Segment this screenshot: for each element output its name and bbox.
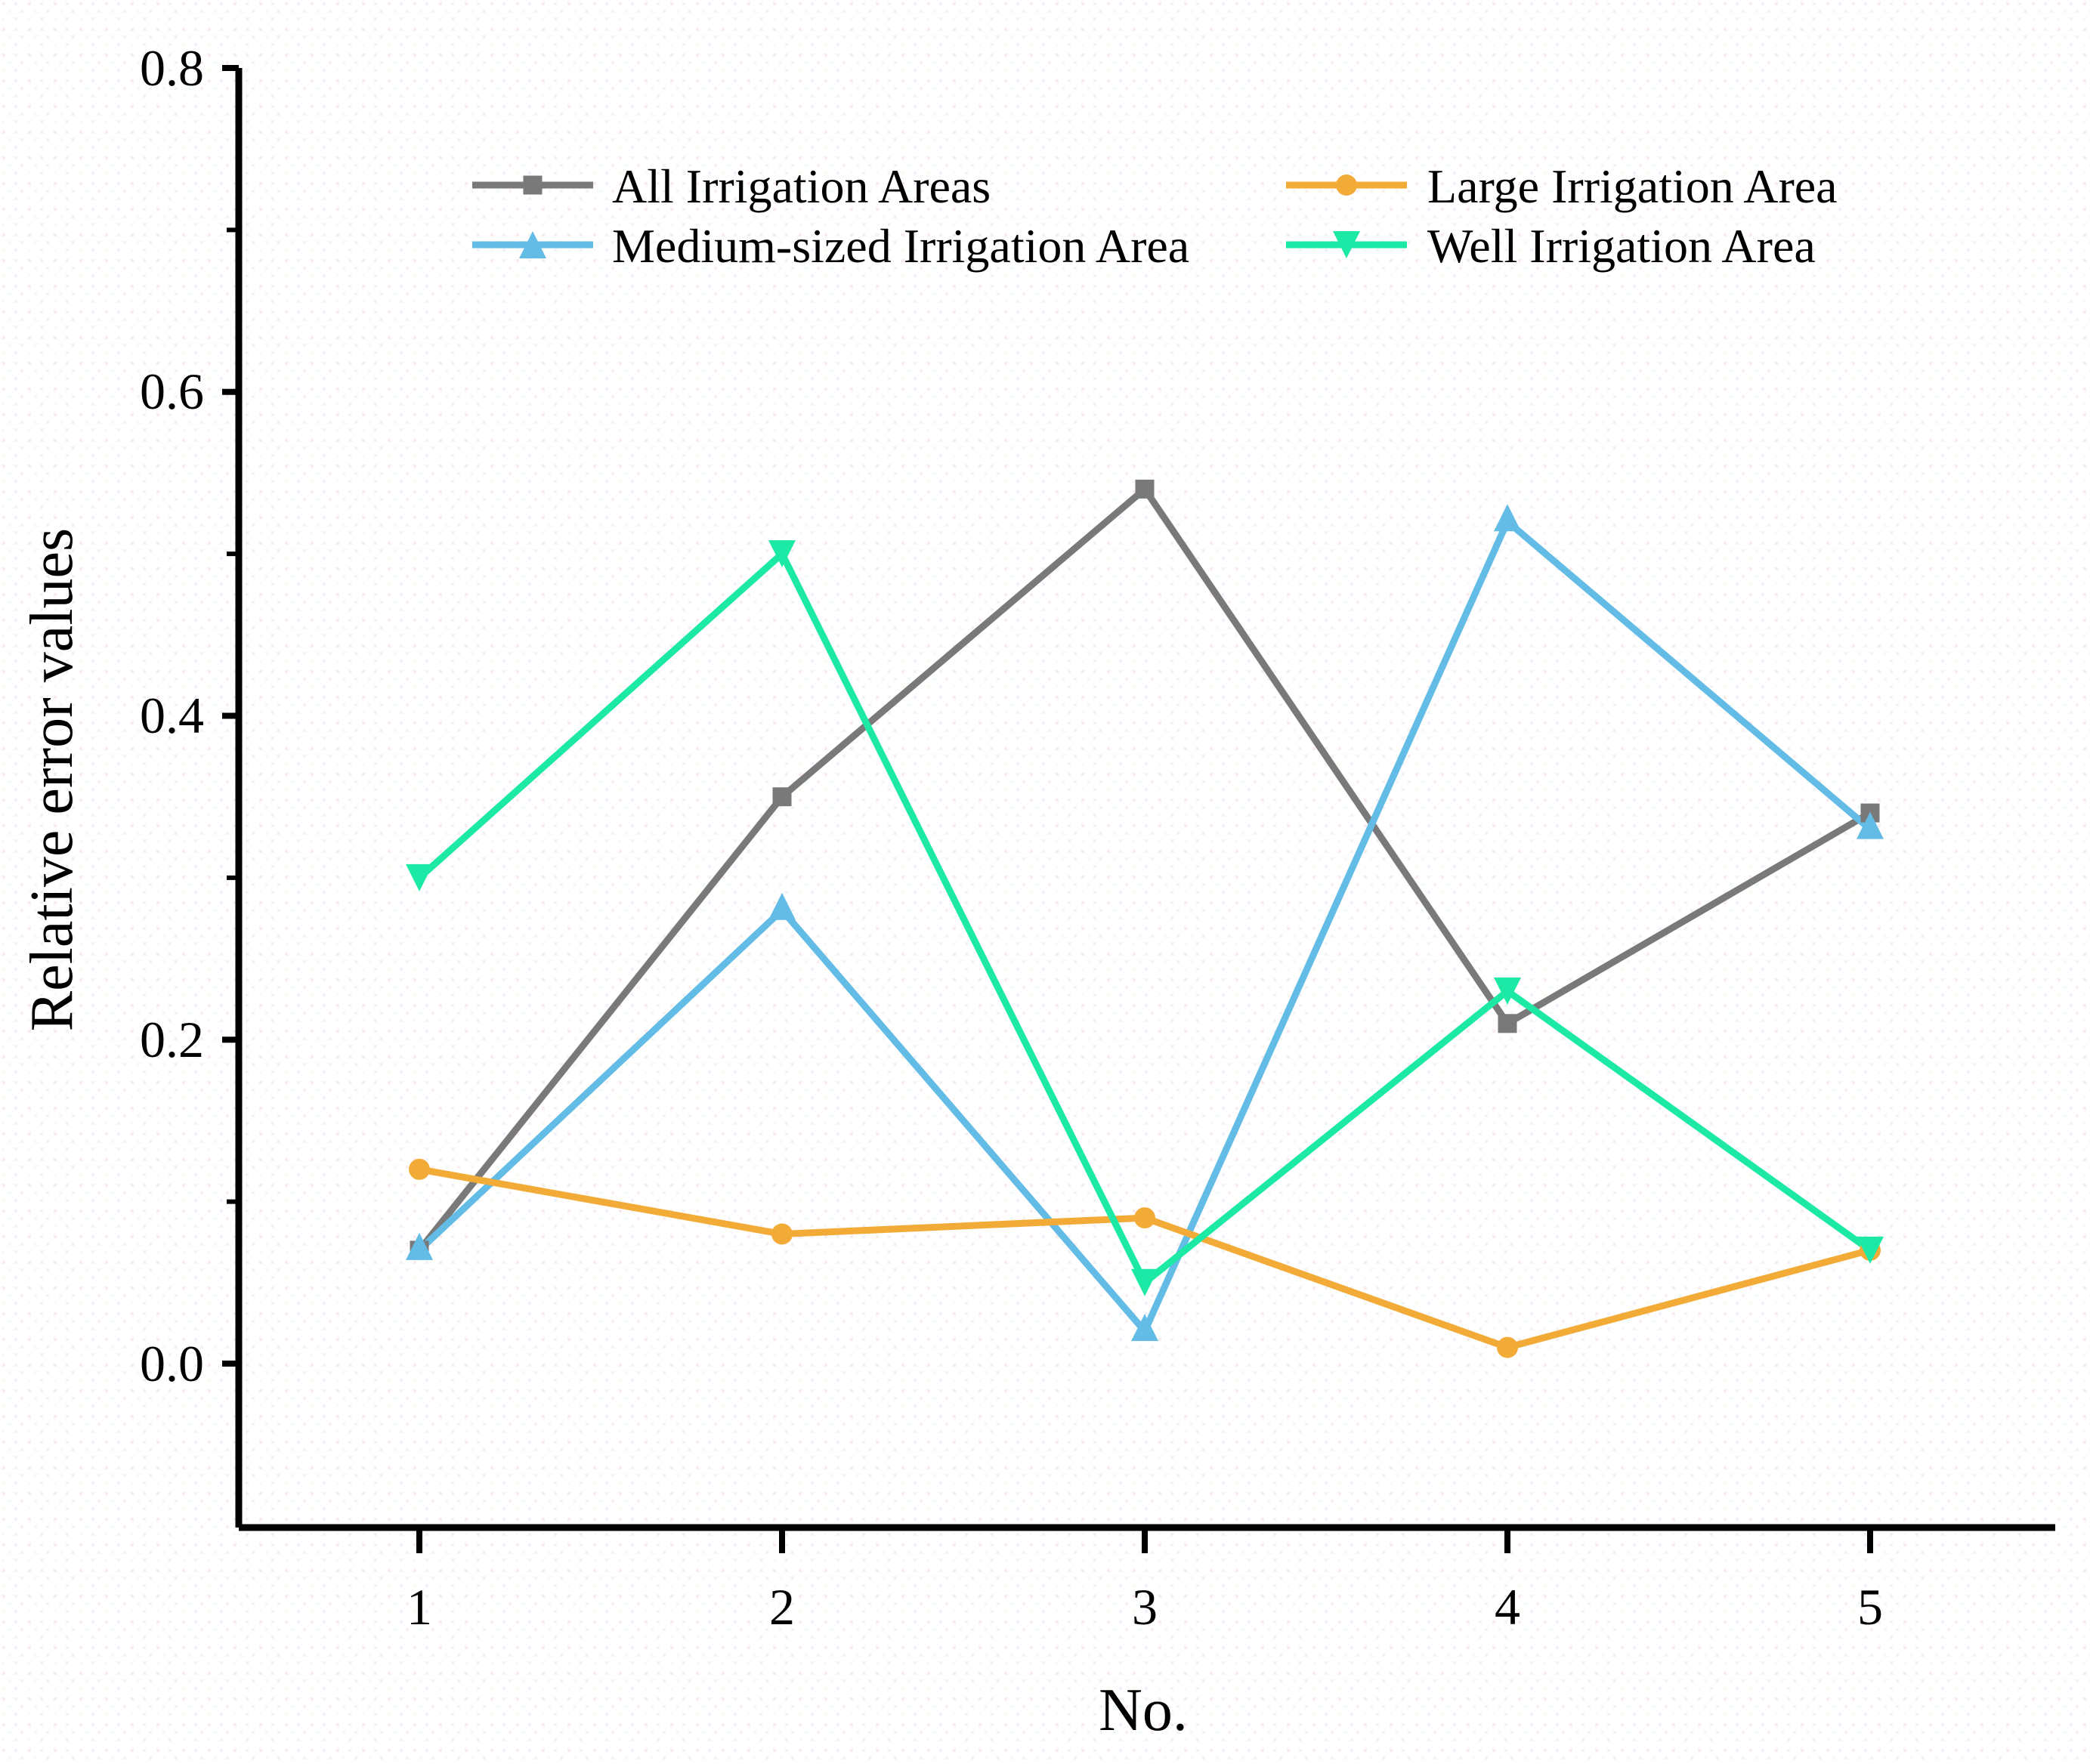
svg-text:Large Irrigation Area: Large Irrigation Area	[1427, 159, 1838, 213]
svg-text:0.8: 0.8	[140, 39, 204, 97]
svg-text:0.2: 0.2	[140, 1011, 204, 1068]
svg-text:All Irrigation Areas: All Irrigation Areas	[612, 159, 991, 213]
svg-text:1: 1	[407, 1578, 432, 1636]
svg-text:Well Irrigation Area: Well Irrigation Area	[1427, 219, 1816, 273]
svg-text:2: 2	[769, 1578, 795, 1636]
svg-text:Relative error values: Relative error values	[19, 528, 85, 1031]
svg-text:Medium-sized Irrigation Area: Medium-sized Irrigation Area	[612, 219, 1189, 273]
svg-text:0.0: 0.0	[140, 1335, 204, 1392]
svg-text:3: 3	[1132, 1578, 1158, 1636]
svg-text:No.: No.	[1099, 1677, 1188, 1744]
svg-text:0.6: 0.6	[140, 363, 204, 420]
svg-text:4: 4	[1495, 1578, 1520, 1636]
svg-text:5: 5	[1857, 1578, 1883, 1636]
svg-text:0.4: 0.4	[140, 687, 204, 744]
